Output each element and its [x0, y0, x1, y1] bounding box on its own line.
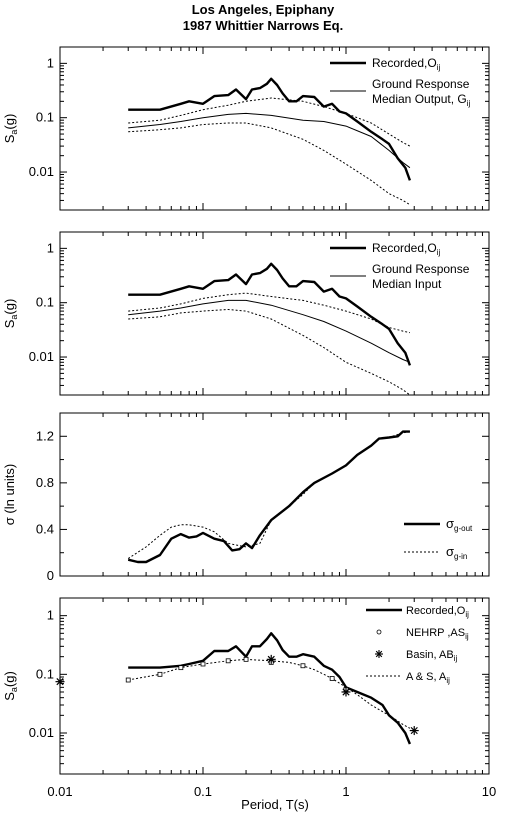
- nehrp-marker: [125, 677, 131, 683]
- basin-marker-stroke: [56, 678, 64, 686]
- legend-label-sigma-out: σg-out: [446, 516, 473, 533]
- basin-marker-stroke: [410, 726, 418, 735]
- y-tick-label: 0.01: [29, 349, 54, 364]
- plot-frame: [59, 412, 490, 577]
- legend-label-ground-response: Ground Response: [372, 77, 470, 91]
- panels: 1 0.1 0.01 Sa(g) Recorded,Oij Ground Response…: [2, 46, 496, 799]
- basin-marker: [266, 654, 276, 664]
- y-tick-label: 0.1: [36, 666, 54, 681]
- y-axis-title: Sa(g): [2, 299, 19, 329]
- y-tick-label: 1: [47, 55, 54, 70]
- legend-swatch-nehrp: [376, 629, 382, 635]
- nehrp-marker: [243, 656, 249, 662]
- series-line-3: [128, 292, 411, 334]
- panel-1: 1 0.1 0.01 Sa(g) Recorded,Oij Ground Response…: [2, 46, 490, 211]
- x-tick-label: 0.1: [194, 784, 212, 799]
- series-line-4: [128, 309, 411, 396]
- legend-label-nehrp: NEHRP ,ASij: [406, 627, 469, 641]
- nehrp-marker: [157, 671, 163, 677]
- legend: σg-out σg-in: [404, 516, 473, 561]
- series-line-1: [128, 77, 412, 181]
- nehrp-marker: [300, 663, 306, 669]
- legend: Recorded,Oij NEHRP ,ASij Basin, ABij A & S,…: [366, 605, 469, 685]
- legend-label-as: A & S, Aij: [406, 671, 450, 685]
- y-axis-title: Sa(g): [2, 114, 19, 144]
- legend-label-basin: Basin, ABij: [406, 649, 457, 663]
- series-line-1: [127, 430, 410, 564]
- panel-2: 1 0.1 0.01 Sa(g) Recorded,Oij Ground Response…: [2, 231, 490, 396]
- basin-marker: [55, 677, 65, 687]
- nehrp-marker: [200, 661, 206, 667]
- series-line-3: [128, 97, 411, 147]
- series-line-2: [128, 112, 411, 169]
- y-axis-title: σ (ln units): [2, 464, 17, 525]
- y-axis-title: Sa(g): [2, 671, 19, 701]
- legend-star-stroke: [375, 650, 383, 658]
- legend-label-sigma-in: σg-in: [446, 544, 467, 561]
- basin-marker: [409, 726, 419, 736]
- plot-frame: [59, 597, 490, 775]
- series-line-2: [128, 658, 411, 729]
- legend-label-recorded: Recorded,Oij: [372, 56, 440, 72]
- legend-label-recorded: Recorded,Oij: [372, 241, 440, 257]
- legend-swatch-basin: [375, 650, 383, 658]
- y-tick-label: 0.1: [36, 110, 54, 125]
- legend-label-ground-response-line2: Median Input: [372, 277, 442, 291]
- plot-frame: [59, 231, 490, 396]
- nehrp-marker: [178, 665, 184, 671]
- y-tick-label: 1: [47, 608, 54, 623]
- panel-4: 1 0.1 0.01 Sa(g) Recorded,Oij NEHRP ,ASij Basi…: [2, 597, 496, 799]
- series-line-4: [128, 122, 411, 206]
- basin-marker-stroke: [342, 688, 350, 696]
- series-line-2: [128, 299, 411, 363]
- x-axis-title: Period, T(s): [241, 797, 309, 812]
- x-tick-label: 1: [342, 784, 349, 799]
- y-tick-label: 0.4: [36, 521, 54, 536]
- y-tick-label: 1: [47, 240, 54, 255]
- nehrp-marker: [225, 658, 231, 664]
- series-line-1: [128, 262, 412, 366]
- nehrp-marker: [329, 676, 335, 681]
- y-tick-label: 0.8: [36, 475, 54, 490]
- series-line-1: [128, 632, 412, 745]
- basin-marker: [341, 687, 351, 697]
- chart-subtitle: 1987 Whittier Narrows Eq.: [183, 18, 343, 33]
- plot-frame: [59, 46, 490, 211]
- legend-label-ground-response-line2: Median Output, Gij: [372, 92, 470, 108]
- y-tick-label: 0.01: [29, 725, 54, 740]
- y-tick-label: 0.1: [36, 295, 54, 310]
- legend-label-ground-response: Ground Response: [372, 262, 470, 276]
- panel-3: 1.2 0.8 0.4 0 σ (ln units) σg-out σg-in: [2, 412, 490, 583]
- chart-title: Los Angeles, Epiphany: [192, 2, 335, 17]
- y-tick-label: 0.01: [29, 164, 54, 179]
- x-tick-label: 0.01: [47, 784, 72, 799]
- legend-label-recorded: Recorded,Oij: [406, 605, 469, 619]
- basin-marker-stroke: [267, 655, 275, 663]
- y-tick-label: 0: [47, 568, 54, 583]
- x-tick-label: 10: [482, 784, 496, 799]
- y-tick-label: 1.2: [36, 428, 54, 443]
